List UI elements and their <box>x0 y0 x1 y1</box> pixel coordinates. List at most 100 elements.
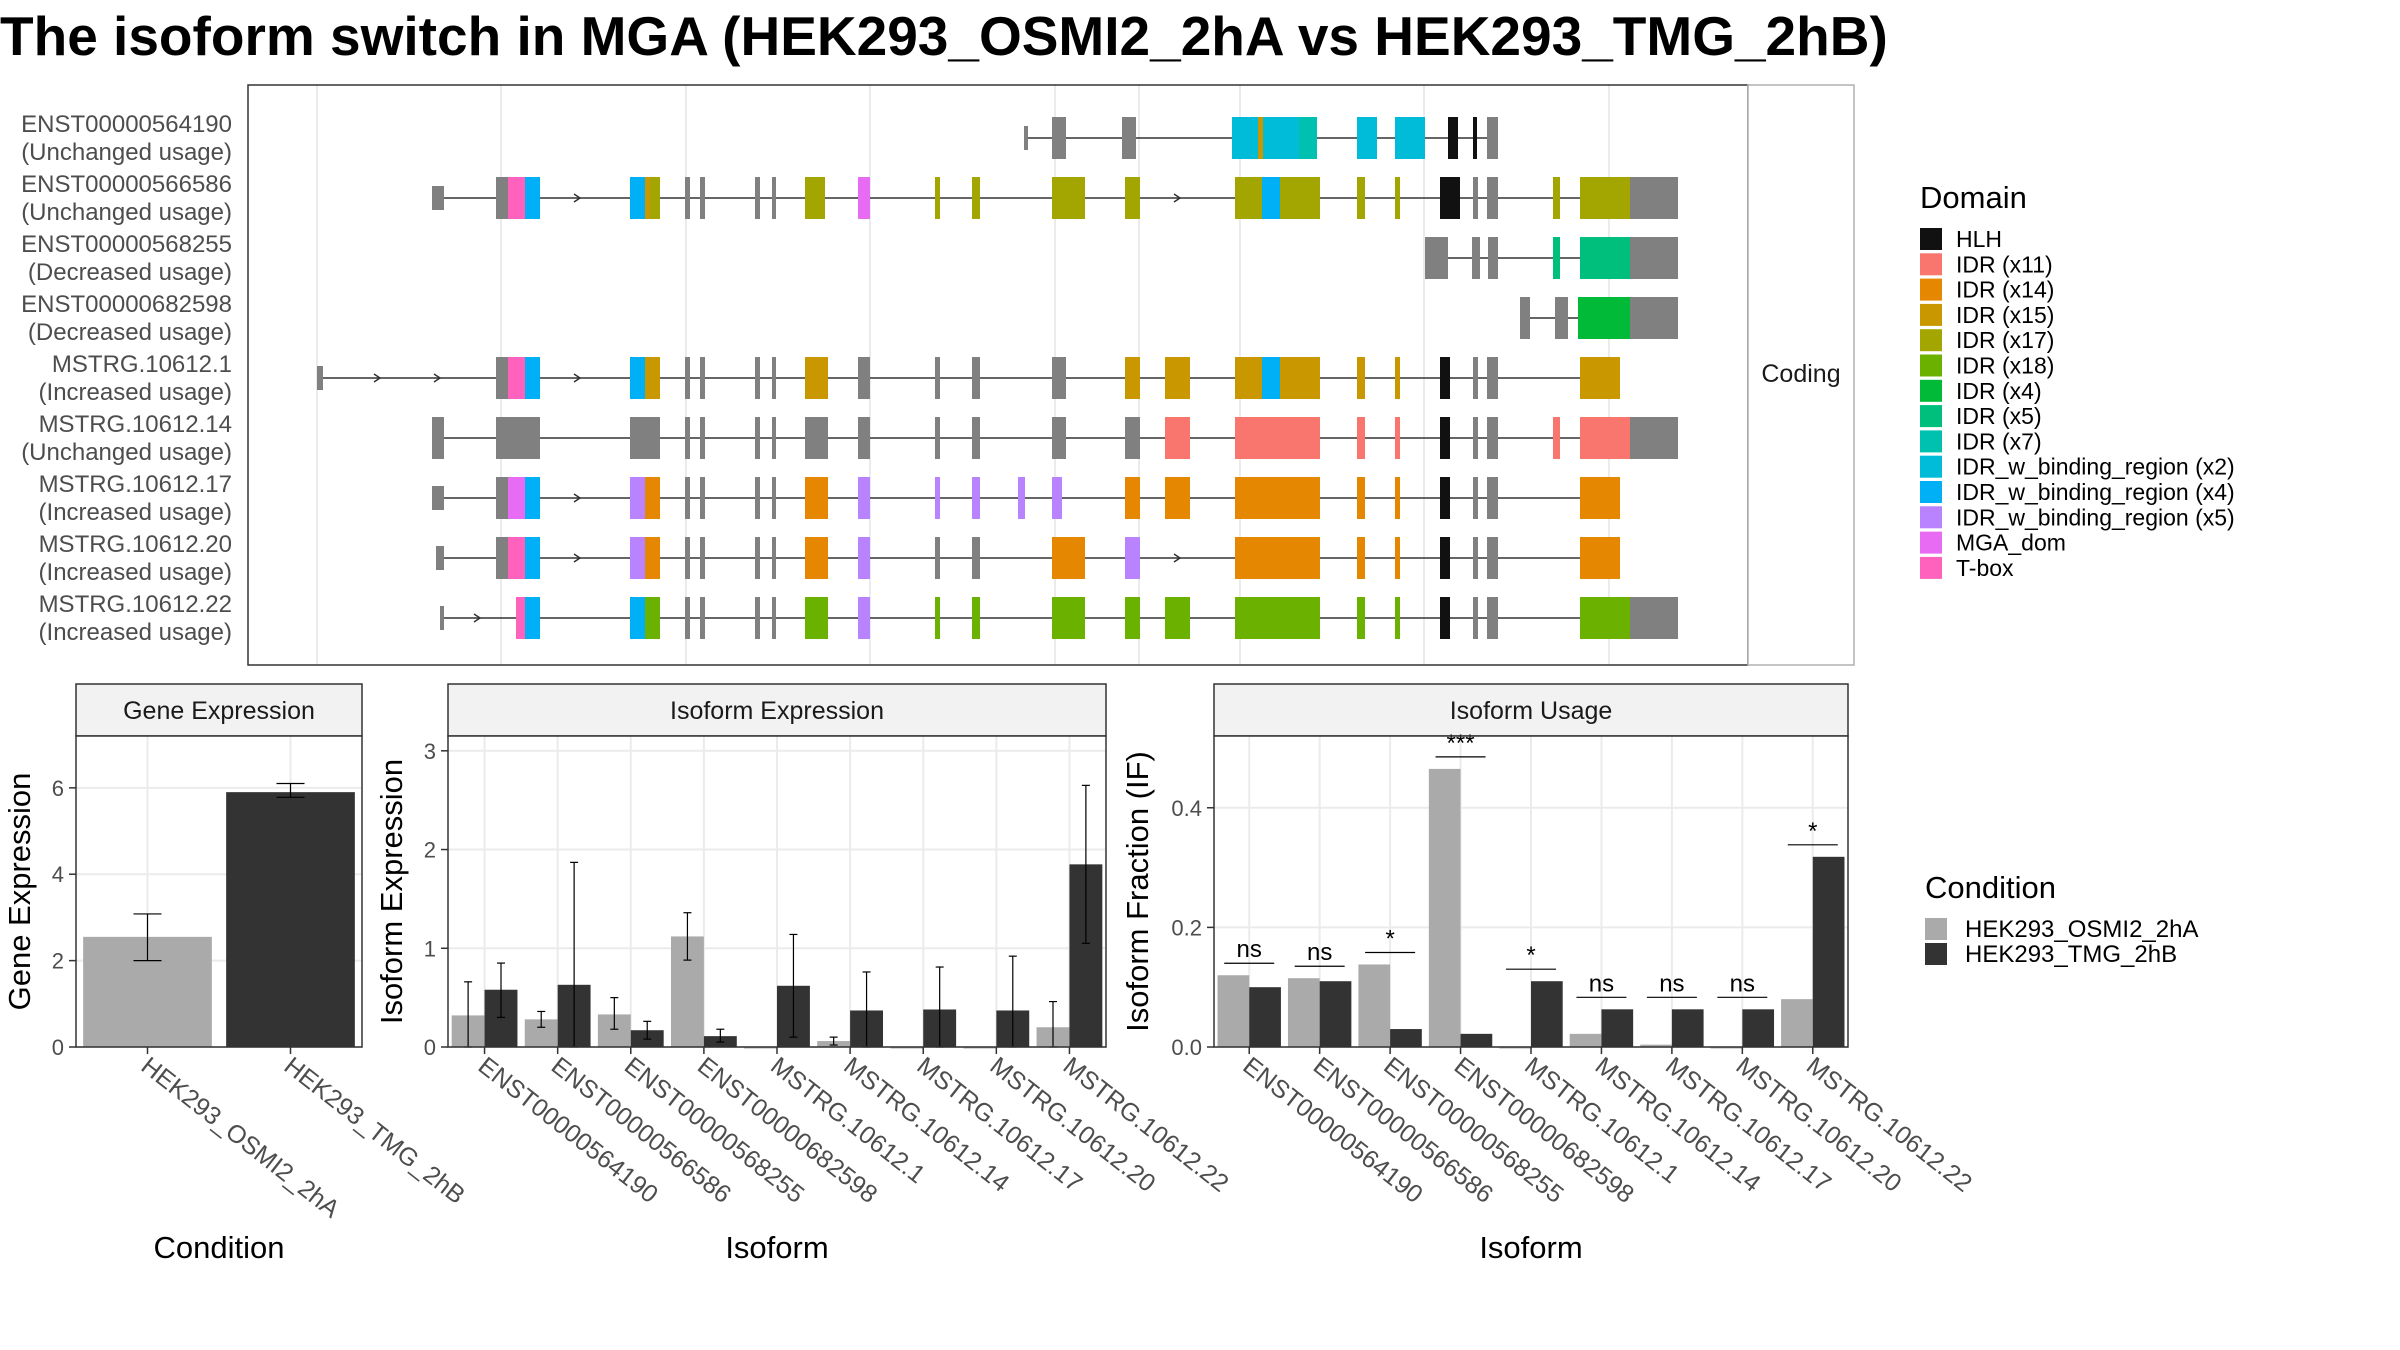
legend-swatch <box>1920 430 1942 453</box>
exon-domain <box>1262 357 1280 399</box>
isoform-id-label: MSTRG.10612.20 <box>39 531 232 558</box>
isoform-label-list: ENST00000564190(Unchanged usage)ENST0000… <box>21 111 232 646</box>
exon <box>772 357 776 399</box>
exon-domain <box>1553 177 1560 219</box>
exon-domain <box>1395 357 1400 399</box>
exon <box>700 537 705 579</box>
exon-domain <box>630 477 645 519</box>
bar <box>1460 1033 1493 1047</box>
exon-domain <box>1473 117 1477 159</box>
exon-domain <box>805 177 825 219</box>
y-tick-label: 0 <box>52 1035 64 1060</box>
isoform-row <box>432 177 1678 219</box>
exon-domain <box>630 357 645 399</box>
exon-domain <box>805 477 828 519</box>
panel-title: Isoform Expression <box>670 697 884 725</box>
exon-domain <box>1440 177 1460 219</box>
exon <box>496 177 502 219</box>
exon <box>685 417 690 459</box>
bar <box>1812 856 1845 1047</box>
exon <box>755 177 760 219</box>
legend-swatch <box>1920 531 1942 554</box>
exon-domain <box>525 537 540 579</box>
direction-arrow <box>373 373 382 383</box>
bar <box>1569 1033 1602 1047</box>
direction-arrow <box>433 373 442 383</box>
exon-domain <box>1357 177 1365 219</box>
y-tick-label: 3 <box>424 739 436 764</box>
isoform-structure-panel <box>247 84 1749 666</box>
legend-swatch <box>1920 455 1942 478</box>
isoform-expression-panel: Isoform Expression0123ENST00000564190ENS… <box>374 683 1234 1265</box>
legend-swatch <box>1925 918 1947 940</box>
exon-domain <box>508 357 525 399</box>
y-tick-label: 0.0 <box>1171 1035 1202 1060</box>
y-axis-title: Isoform Expression <box>374 759 409 1024</box>
legend-label: IDR (x5) <box>1956 403 2042 429</box>
y-tick-label: 6 <box>52 776 64 801</box>
exon-domain <box>1395 117 1425 159</box>
exon-domain <box>645 597 660 639</box>
exon-domain <box>516 597 525 639</box>
exon <box>685 177 690 219</box>
exon <box>935 357 940 399</box>
exon-domain <box>508 477 525 519</box>
exon-domain <box>1018 477 1025 519</box>
exon <box>755 597 760 639</box>
exon-domain <box>1125 597 1140 639</box>
legend-label: IDR (x17) <box>1956 327 2054 353</box>
exon <box>317 366 323 390</box>
exon <box>755 477 760 519</box>
exon <box>858 357 870 399</box>
exon-domain <box>525 597 540 639</box>
exon <box>972 357 980 399</box>
y-tick-label: 0.4 <box>1171 796 1202 821</box>
bar <box>1249 987 1281 1047</box>
y-tick-label: 0.2 <box>1171 915 1202 940</box>
exon <box>772 597 776 639</box>
exon-domain <box>1440 597 1450 639</box>
panel-strip <box>1213 683 1849 737</box>
exon <box>1052 417 1066 459</box>
exon-domain <box>1165 417 1190 459</box>
exon <box>1125 417 1140 459</box>
bar <box>1742 1009 1775 1047</box>
isoform-row <box>1520 297 1678 339</box>
exon <box>1024 126 1028 150</box>
exon <box>496 477 502 519</box>
y-tick-label: 1 <box>424 936 436 961</box>
exon-domain <box>805 357 828 399</box>
exon-domain <box>525 357 540 399</box>
exon <box>440 606 444 630</box>
significance-label: *** <box>1447 730 1475 757</box>
significance-label: ns <box>1730 970 1755 997</box>
exon <box>432 486 444 510</box>
exon <box>755 357 760 399</box>
legend-swatch <box>1920 303 1942 326</box>
exon-domain <box>1235 417 1320 459</box>
direction-arrow <box>573 553 582 563</box>
exon <box>1487 117 1498 159</box>
y-axis-title: Gene Expression <box>2 773 37 1011</box>
exon-domain <box>525 477 540 519</box>
bar <box>1390 1029 1422 1047</box>
exon <box>685 597 690 639</box>
exon-domain <box>1580 417 1630 459</box>
legend-label: T-box <box>1956 555 2014 581</box>
exon <box>432 417 444 459</box>
exon-domain <box>1395 537 1400 579</box>
exon <box>685 357 690 399</box>
panel-title: Gene Expression <box>123 697 315 725</box>
significance-label: ns <box>1237 936 1262 963</box>
exon <box>700 357 705 399</box>
legend-swatch <box>1920 481 1942 503</box>
figure-title: The isoform switch in MGA (HEK293_OSMI2_… <box>0 5 1888 67</box>
legend-label: IDR (x4) <box>1956 378 2042 404</box>
exon <box>1487 477 1498 519</box>
exon-domain <box>1263 117 1295 159</box>
exon-domain <box>935 177 940 219</box>
exon <box>972 417 980 459</box>
